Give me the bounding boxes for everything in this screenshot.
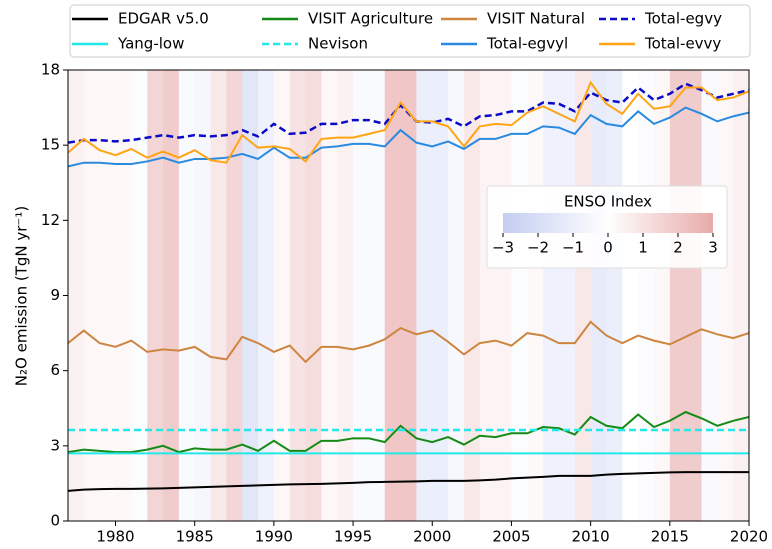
lines xyxy=(68,80,749,492)
colorbar-tick-label: −2 xyxy=(527,239,549,257)
legend-label: EDGAR v5.0 xyxy=(118,10,209,28)
series-line xyxy=(68,80,749,164)
series-line xyxy=(68,471,749,492)
series-line xyxy=(68,106,749,168)
enso-band xyxy=(574,70,591,521)
colorbar-ticks: −3 −2 −1 0 1 2 3 xyxy=(492,233,718,257)
x-tick-label: 1980 xyxy=(96,528,134,546)
enso-band xyxy=(258,70,275,521)
legend-entries: EDGAR v5.0 VISIT Agriculture VISIT Natural… xyxy=(72,10,722,53)
legend-label: Total-egvyl xyxy=(486,35,568,53)
enso-band xyxy=(289,70,306,521)
colorbar xyxy=(503,213,713,233)
enso-band xyxy=(479,70,496,521)
colorbar-tick-label: 3 xyxy=(708,239,718,257)
enso-band xyxy=(273,70,291,521)
enso-band xyxy=(590,70,607,521)
y-tick-label: 15 xyxy=(41,136,60,154)
x-tick-label: 1985 xyxy=(176,528,214,546)
y-axis-label: N₂O emission (TgN yr⁻¹) xyxy=(13,206,31,386)
enso-band xyxy=(733,70,749,521)
x-tick-label: 1995 xyxy=(334,528,372,546)
colorbar-tick-label: −3 xyxy=(492,239,514,257)
enso-band xyxy=(622,70,639,521)
enso-band xyxy=(448,70,465,521)
x-tick-label: 2000 xyxy=(413,528,451,546)
enso-band xyxy=(147,70,164,521)
enso-band xyxy=(511,70,528,521)
enso-band xyxy=(353,70,370,521)
enso-band xyxy=(99,70,116,521)
enso-band xyxy=(685,70,702,521)
enso-band xyxy=(653,70,671,521)
enso-band xyxy=(701,70,718,521)
y-tick-label: 18 xyxy=(41,61,60,79)
enso-band xyxy=(68,70,85,521)
enso-band xyxy=(131,70,148,521)
enso-band xyxy=(543,70,560,521)
enso-band xyxy=(606,70,623,521)
enso-band xyxy=(226,70,243,521)
legend-label: Yang-low xyxy=(117,35,184,53)
legend-label: Nevison xyxy=(308,35,368,53)
enso-band xyxy=(416,70,433,521)
enso-band xyxy=(242,70,259,521)
series-line xyxy=(68,410,749,454)
x-tick-label: 2005 xyxy=(492,528,530,546)
enso-title: ENSO Index xyxy=(564,193,652,211)
enso-band xyxy=(163,70,180,521)
enso-band xyxy=(368,70,386,521)
colorbar-tick-label: −1 xyxy=(562,239,584,257)
enso-band xyxy=(305,70,322,521)
legend xyxy=(69,4,751,58)
series-line xyxy=(68,320,749,364)
enso-band xyxy=(669,70,686,521)
enso-band xyxy=(115,70,132,521)
enso-band xyxy=(83,70,100,521)
enso-band xyxy=(400,70,417,521)
enso-band xyxy=(638,70,655,521)
enso-band xyxy=(210,70,227,521)
enso-band xyxy=(463,70,481,521)
legend-label: VISIT Natural xyxy=(487,10,585,28)
enso-band xyxy=(558,70,576,521)
enso-band xyxy=(432,70,449,521)
enso-band xyxy=(495,70,512,521)
legend-label: VISIT Agriculture xyxy=(308,10,433,28)
colorbar-tick-label: 2 xyxy=(673,239,683,257)
colorbar-tick-label: 1 xyxy=(638,239,648,257)
y-tick-label: 3 xyxy=(50,436,60,454)
legend-label: Total-egvy xyxy=(644,10,722,28)
y-tick-label: 12 xyxy=(41,211,60,229)
y-tick-label: 0 xyxy=(50,512,60,530)
enso-band xyxy=(178,70,195,521)
y-tick-label: 6 xyxy=(50,361,60,379)
y-tick-label: 9 xyxy=(50,286,60,304)
x-tick-label: 2020 xyxy=(730,528,768,546)
x-tick-label: 2015 xyxy=(651,528,689,546)
enso-band xyxy=(384,70,401,521)
x-tick-label: 2010 xyxy=(572,528,610,546)
enso-bands xyxy=(68,70,749,521)
enso-band xyxy=(717,70,734,521)
colorbar-tick-label: 0 xyxy=(603,239,613,257)
enso-band xyxy=(527,70,544,521)
enso-band xyxy=(337,70,354,521)
x-tick-label: 1990 xyxy=(255,528,293,546)
enso-band xyxy=(194,70,211,521)
legend-label: Total-evvy xyxy=(644,35,721,53)
enso-band xyxy=(321,70,338,521)
